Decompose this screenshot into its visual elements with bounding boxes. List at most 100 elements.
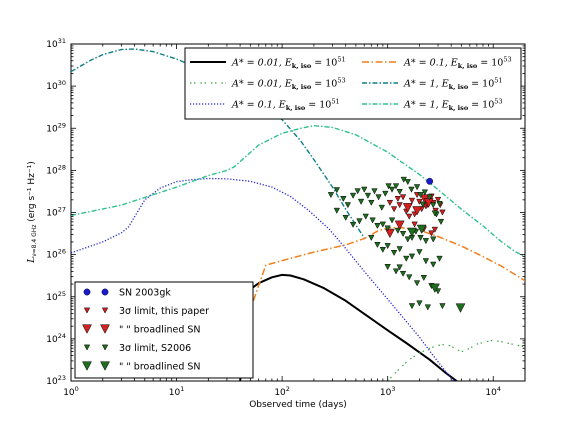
data-point-s3-38 [394, 227, 402, 234]
data-point-s3-54 [416, 249, 423, 256]
data-point-s3-73 [419, 201, 426, 208]
legend-label-4: A* = 1, Ek, iso = 1051 [403, 77, 503, 92]
data-point-s3-14 [385, 183, 392, 190]
data-point-s4-2 [455, 303, 466, 313]
data-point-s4-1 [416, 224, 427, 235]
legend-marker-4-a [82, 361, 92, 371]
data-point-s4-0 [407, 227, 417, 238]
x-tick-label: 102 [274, 385, 290, 398]
legend-marker-1-b [101, 307, 109, 314]
legend-marker-0-b [101, 288, 109, 296]
data-point-s4-3 [429, 283, 440, 293]
data-point-s3-5 [354, 188, 361, 195]
data-point-s3-23 [421, 189, 429, 196]
legend-scatter-label-3: 3σ limit, S2006 [119, 343, 191, 354]
data-point-s3-7 [361, 186, 368, 193]
data-point-s3-48 [379, 246, 387, 253]
data-point-s1-18 [434, 196, 442, 203]
data-point-s3-24 [426, 194, 433, 201]
data-point-s3-25 [430, 202, 437, 209]
data-point-s2-0 [412, 206, 423, 216]
data-point-s3-1 [333, 187, 341, 194]
y-tick-label: 1030 [46, 79, 66, 92]
legend-marker-1-a [83, 307, 91, 314]
x-tick-label: 103 [380, 385, 396, 398]
data-point-s1-3 [396, 202, 403, 209]
x-axis-label: Observed time (days) [249, 400, 347, 410]
data-point-s3-31 [356, 218, 363, 225]
data-point-s3-34 [374, 223, 381, 230]
legend-scatter-label-4: " " broadlined SN [119, 362, 201, 373]
data-point-s3-39 [399, 231, 407, 238]
data-point-s2-5 [402, 203, 413, 213]
data-point-s1-0 [386, 199, 394, 206]
data-point-s3-17 [396, 188, 403, 195]
data-point-s3-2 [340, 196, 347, 203]
data-point-s3-59 [392, 268, 400, 275]
data-point-s3-21 [413, 184, 421, 191]
data-point-s3-60 [399, 270, 407, 277]
legend-marker-0-a [83, 288, 91, 296]
data-point-s3-6 [357, 198, 365, 205]
data-point-s3-53 [408, 253, 416, 260]
data-point-s1-4 [399, 194, 407, 201]
data-point-s3-40 [404, 236, 411, 243]
data-point-s3-65 [434, 288, 442, 295]
x-tick-label: 104 [485, 385, 501, 398]
data-point-s3-33 [369, 217, 376, 224]
data-point-s1-1 [390, 206, 398, 213]
data-point-s3-49 [384, 243, 391, 250]
data-point-s3-8 [364, 192, 372, 199]
data-point-s3-9 [368, 199, 375, 206]
series-line-5 [71, 125, 525, 258]
data-point-s3-30 [349, 221, 357, 228]
data-point-s3-20 [408, 186, 415, 193]
y-tick-label: 1028 [46, 163, 66, 176]
legend-marker-4-b [100, 361, 110, 371]
y-tick-label: 1029 [46, 121, 66, 134]
legend-scatter-label-1: 3σ limit, this paper [119, 306, 209, 317]
legend-label-1: A* = 0.01, Ek, iso = 1053 [231, 77, 346, 92]
data-point-s3-12 [378, 204, 386, 211]
data-point-s1-23 [431, 226, 439, 233]
data-point-s3-57 [436, 255, 443, 262]
y-tick-label: 1025 [46, 290, 66, 303]
data-point-s3-0 [327, 192, 335, 199]
data-point-s3-3 [344, 202, 352, 209]
data-point-s3-69 [439, 303, 446, 310]
y-tick-label: 1026 [46, 248, 66, 261]
legend-scatter-label-2: " " broadlined SN [119, 325, 201, 336]
data-point-s2-3 [394, 220, 405, 231]
series-line-2 [71, 177, 455, 381]
model-curves [71, 48, 525, 381]
data-point-s3-44 [422, 238, 430, 245]
data-point-s1-22 [428, 230, 435, 237]
data-point-s3-52 [403, 255, 410, 262]
data-point-s3-10 [371, 188, 378, 195]
data-point-s3-70 [396, 264, 403, 271]
data-point-s3-56 [430, 261, 437, 268]
data-point-s3-4 [349, 192, 357, 199]
legend-label-3: A* = 0.1, Ek, iso = 1053 [403, 56, 512, 71]
data-point-s3-27 [436, 201, 443, 208]
y-tick-label: 1031 [46, 37, 66, 50]
data-point-s3-15 [388, 186, 396, 193]
data-point-s3-72 [437, 218, 445, 226]
data-point-s3-29 [342, 214, 349, 221]
axis-tick-labels: 100 101 102 103 104 1023 1024 1025 1026 1027 1028 1… [46, 37, 501, 398]
legend-marker-3-b [101, 344, 109, 351]
data-point-s3-50 [390, 250, 398, 257]
data-point-s3-32 [362, 213, 369, 220]
data-point-s0-0 [426, 177, 434, 185]
axis-ticks [70, 43, 526, 382]
series-line-3 [239, 226, 525, 340]
legend-label-5: A* = 1, Ek, iso = 1053 [403, 98, 503, 113]
data-point-s3-37 [388, 217, 396, 224]
data-point-s3-58 [384, 264, 391, 271]
data-point-s3-45 [430, 236, 437, 243]
data-point-s1-2 [394, 196, 402, 203]
legend-marker-2-a [82, 324, 92, 334]
data-point-s3-61 [406, 274, 413, 281]
data-points [327, 176, 466, 313]
data-point-s3-63 [420, 275, 428, 282]
